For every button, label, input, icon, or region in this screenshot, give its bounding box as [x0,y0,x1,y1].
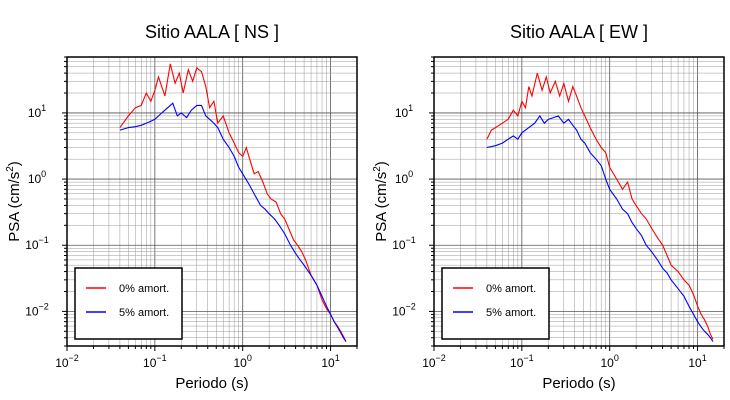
x-tick-label: 10−2 [422,353,446,370]
y-tick-label: 10−1 [25,235,49,252]
chart-panel-1: 10−2 10−1 100 101 10−2 10−1 100 101 Sitio AALA [… [5,22,358,392]
x-tick-label: 10−2 [55,353,79,370]
x-axis-label: Periodo (s) [175,375,248,392]
chart-title: Sitio AALA [ NS ] [145,22,279,42]
y-tick-label: 100 [28,169,46,186]
y-tick-label: 101 [395,103,413,120]
x-tick-label: 10−1 [510,353,534,370]
legend-label: 5% amort. [119,307,169,319]
chart-panel-2: 10−2 10−1 100 101 10−2 10−1 100 101 Sitio AALA [… [372,22,725,392]
x-tick-label: 100 [601,353,619,370]
series-group [119,63,347,342]
x-tick-label: 10−1 [143,353,167,370]
y-axis-label: PSA (cm/s2) [5,161,23,242]
legend-label: 5% amort. [486,307,536,319]
series-group [486,72,714,342]
chart-title: Sitio AALA [ EW ] [510,22,648,42]
series-line-damping-5 [119,102,347,342]
y-tick-label: 10−1 [392,235,416,252]
legend-label: 0% amort. [119,283,169,295]
y-tick-label: 10−2 [25,301,49,318]
legend: 0% amort. 5% amort. [441,267,550,340]
y-tick-label: 10−2 [392,301,416,318]
legend-box [441,267,550,340]
x-tick-label: 100 [234,353,252,370]
series-line-damping-0 [486,72,714,340]
y-tick-label: 100 [395,169,413,186]
series-line-damping-5 [486,114,714,342]
y-tick-label: 101 [28,103,46,120]
legend-label: 0% amort. [486,283,536,295]
x-tick-label: 101 [688,353,706,370]
legend-box [74,267,183,340]
x-axis-label: Periodo (s) [542,375,615,392]
x-tick-label: 101 [321,353,339,370]
y-axis-label: PSA (cm/s2) [372,161,390,242]
plot-frame [433,56,725,347]
plot-frame [66,56,358,347]
legend: 0% amort. 5% amort. [74,267,183,340]
